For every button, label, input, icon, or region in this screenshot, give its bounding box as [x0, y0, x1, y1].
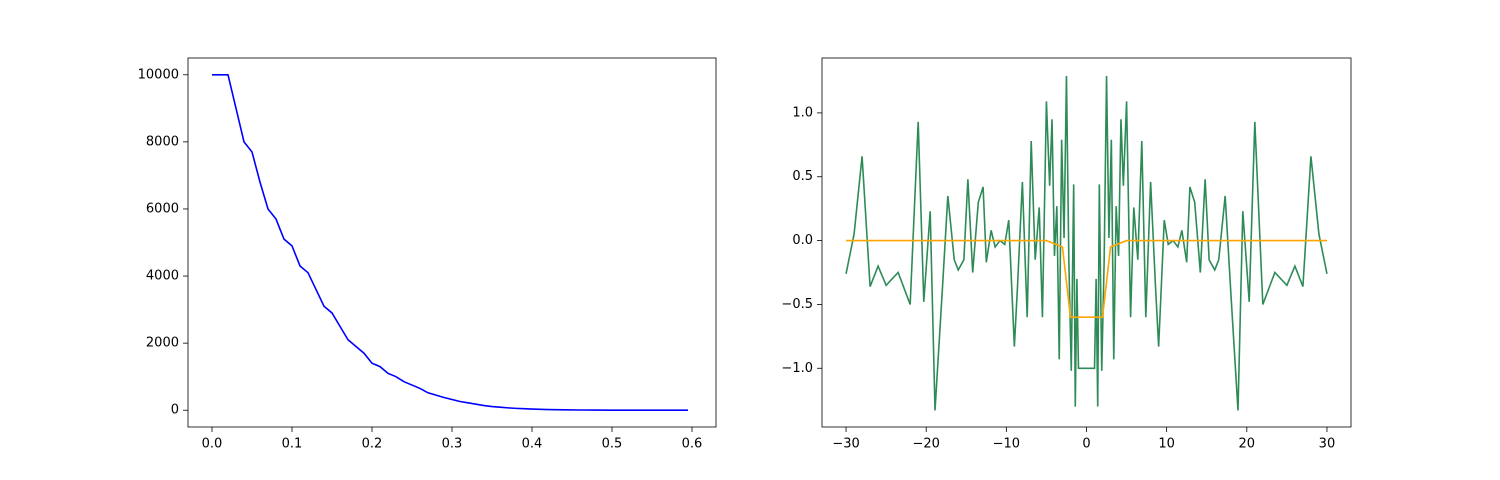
x-tick-label: 0.5 — [602, 437, 623, 452]
y-tick-label: 10000 — [138, 67, 179, 82]
x-tick-label: 0.1 — [282, 437, 303, 452]
x-tick-label: 20 — [1239, 437, 1256, 452]
x-tick-label: 0.4 — [522, 437, 543, 452]
y-tick-label: 1.0 — [792, 105, 813, 120]
y-tick-label: 0.0 — [792, 233, 813, 248]
x-tick-label: 0 — [1082, 437, 1090, 452]
x-tick-label: 30 — [1319, 437, 1336, 452]
x-tick-label: 10 — [1158, 437, 1175, 452]
y-tick-label: −0.5 — [781, 297, 813, 312]
y-tick-label: 0.5 — [792, 169, 813, 184]
x-tick-label: 0.0 — [202, 437, 223, 452]
plot-frame — [821, 57, 1352, 428]
x-tick-label: −30 — [832, 437, 859, 452]
line-series — [212, 73, 689, 412]
y-tick-label: 6000 — [146, 201, 179, 216]
y-tick-label: 8000 — [146, 134, 179, 149]
y-tick-label: 4000 — [146, 269, 179, 284]
plot-frame — [187, 57, 717, 428]
x-tick-label: 0.2 — [362, 437, 383, 452]
y-tick-label: 0 — [171, 403, 179, 418]
x-tick-label: 0.6 — [682, 437, 703, 452]
x-tick-label: −10 — [993, 437, 1020, 452]
x-tick-label: 0.3 — [442, 437, 463, 452]
line-series — [846, 239, 1327, 318]
line-series — [845, 75, 1328, 411]
x-tick-label: −20 — [912, 437, 939, 452]
y-tick-label: −1.0 — [781, 361, 813, 376]
y-tick-label: 2000 — [146, 336, 179, 351]
